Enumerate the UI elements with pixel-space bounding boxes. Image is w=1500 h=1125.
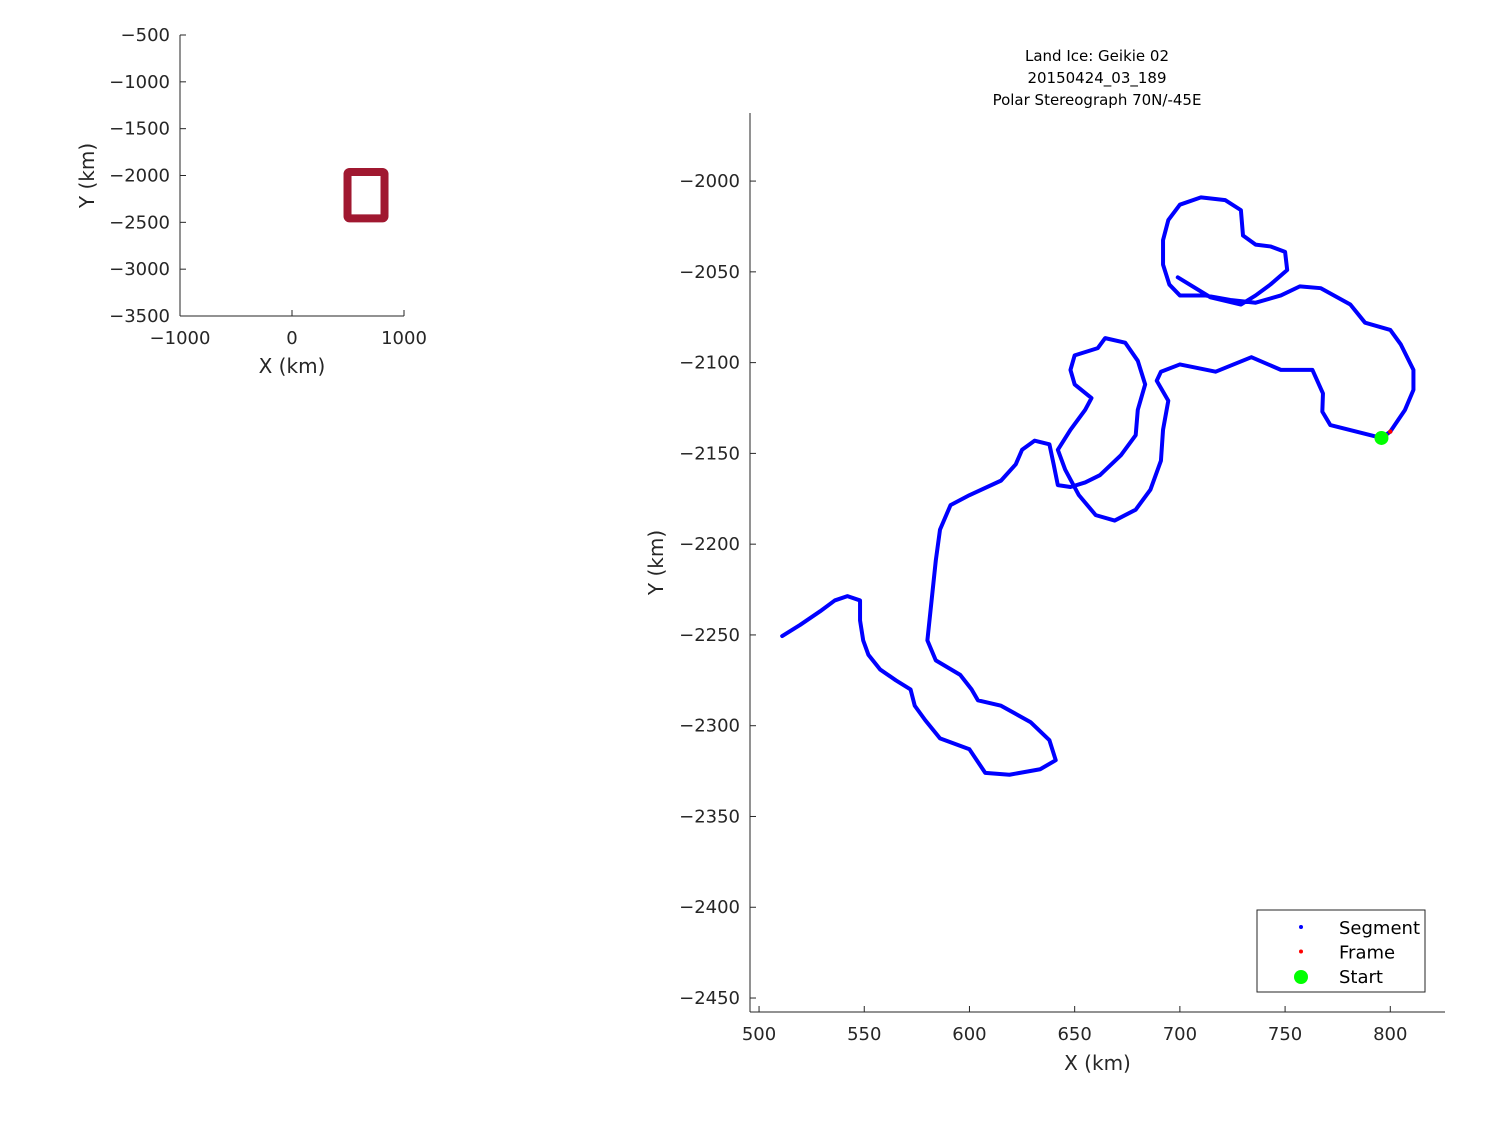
legend-marker-segment xyxy=(1299,925,1303,929)
legend-marker-frame xyxy=(1299,949,1303,954)
legend-label-segment: Segment xyxy=(1339,918,1420,939)
x-axis-label: X (km) xyxy=(259,354,326,378)
legend: Segment Frame Start xyxy=(1256,909,1426,993)
y-tick-label: −3500 xyxy=(109,306,170,327)
y-tick-label: −2450 xyxy=(679,988,740,1009)
x-tick-label: 750 xyxy=(1268,1024,1302,1045)
y-tick-label: −2300 xyxy=(679,716,740,737)
y-axis-label: Y (km) xyxy=(644,530,668,596)
y-tick-label: −3000 xyxy=(109,259,170,280)
x-tick-label: 1000 xyxy=(381,328,427,349)
chart-title-line: Polar Stereograph 70N/-45E xyxy=(993,91,1202,109)
y-tick-label: −1000 xyxy=(109,72,170,93)
chart-title-line: Land Ice: Geikie 02 xyxy=(1025,47,1169,65)
x-tick-label: 500 xyxy=(742,1024,776,1045)
start-marker xyxy=(1374,430,1389,445)
x-tick-label: −1000 xyxy=(150,328,211,349)
y-tick-label: −2000 xyxy=(109,166,170,187)
y-tick-label: −2100 xyxy=(679,353,740,374)
inset-axes: −1000 0 1000 −500 −1000 −1500 −2000 −2500 −3000 −… xyxy=(75,25,427,378)
x-tick-label: 550 xyxy=(847,1024,881,1045)
y-tick-label: −2250 xyxy=(679,625,740,646)
x-axis-label: X (km) xyxy=(1064,1051,1131,1075)
legend-label-start: Start xyxy=(1339,967,1383,988)
y-axis-label: Y (km) xyxy=(75,143,99,209)
y-tick-label: −2350 xyxy=(679,806,740,827)
y-tick-label: −2050 xyxy=(679,262,740,283)
y-tick-label: −2400 xyxy=(679,897,740,918)
x-tick-label: 600 xyxy=(952,1024,986,1045)
y-tick-label: −2500 xyxy=(109,212,170,233)
x-tick-label: 0 xyxy=(286,328,297,349)
y-tick-label: −2150 xyxy=(679,443,740,464)
legend-box xyxy=(1256,909,1426,993)
legend-label-frame: Frame xyxy=(1339,943,1395,964)
y-tick-label: −2200 xyxy=(679,534,740,555)
x-tick-label: 800 xyxy=(1373,1024,1407,1045)
extent-box xyxy=(343,167,389,223)
legend-marker-start xyxy=(1294,970,1308,984)
y-tick-label: −2000 xyxy=(679,171,740,192)
x-tick-label: 650 xyxy=(1057,1024,1091,1045)
chart-title-line: 20150424_03_189 xyxy=(1027,69,1166,88)
frame-point xyxy=(1388,429,1393,434)
segment-track xyxy=(780,195,1416,777)
y-tick-label: −500 xyxy=(121,25,170,46)
y-tick-label: −1500 xyxy=(109,119,170,140)
x-tick-label: 700 xyxy=(1163,1024,1197,1045)
main-axes: 500 550 600 650 700 750 800 −2000 −2050 −2100 −215… xyxy=(644,47,1445,1075)
